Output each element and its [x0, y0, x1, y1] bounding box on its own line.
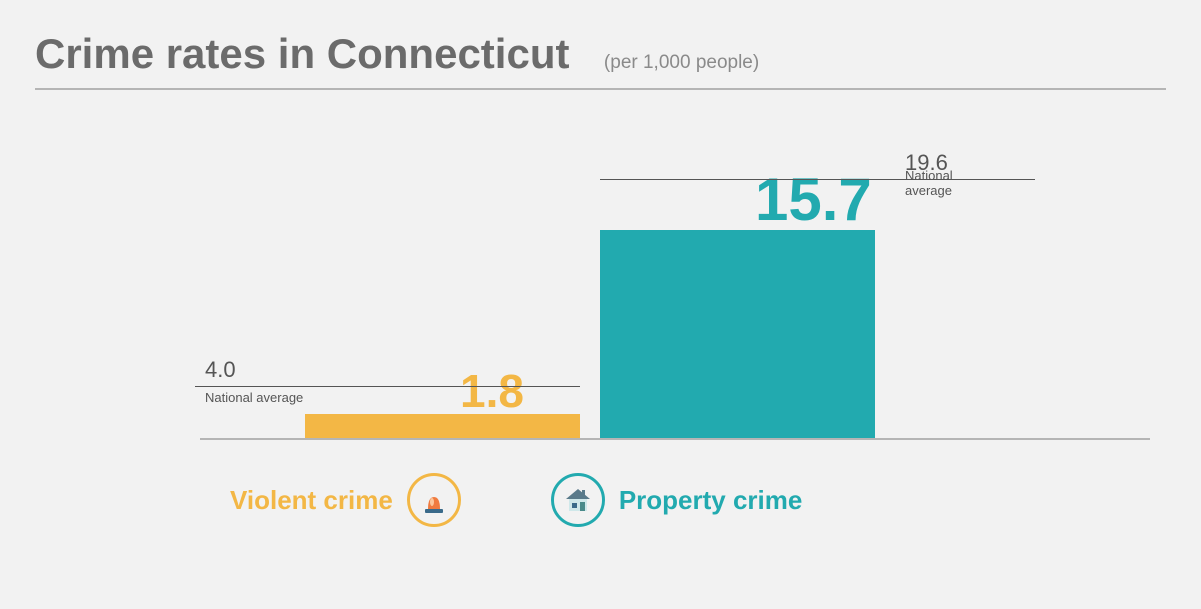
national-avg-line-violent — [195, 386, 580, 387]
bar-value-violent: 1.8 — [460, 368, 524, 414]
title-divider — [35, 88, 1166, 90]
category-label-property: Property crime — [619, 485, 803, 516]
category-legend-row: Violent crime Property crime — [200, 465, 1000, 535]
category-label-violent: Violent crime — [230, 485, 393, 516]
bar-chart: 1.8 4.0 National average 15.7 19.6 Natio… — [200, 180, 1000, 440]
bar-violent-crime — [305, 414, 580, 438]
national-avg-label-violent: National average — [205, 390, 303, 405]
bar-property-crime — [600, 230, 875, 438]
chart-header: Crime rates in Connecticut (per 1,000 pe… — [35, 30, 1166, 90]
category-property: Property crime — [551, 473, 803, 527]
category-violent: Violent crime — [230, 473, 461, 527]
chart-title: Crime rates in Connecticut — [35, 30, 569, 78]
alarm-light-icon — [407, 473, 461, 527]
chart-baseline — [200, 438, 1150, 440]
national-avg-label-property: National average — [905, 168, 1000, 198]
house-icon — [551, 473, 605, 527]
chart-subtitle: (per 1,000 people) — [604, 52, 759, 74]
national-avg-value-violent: 4.0 — [205, 357, 236, 383]
